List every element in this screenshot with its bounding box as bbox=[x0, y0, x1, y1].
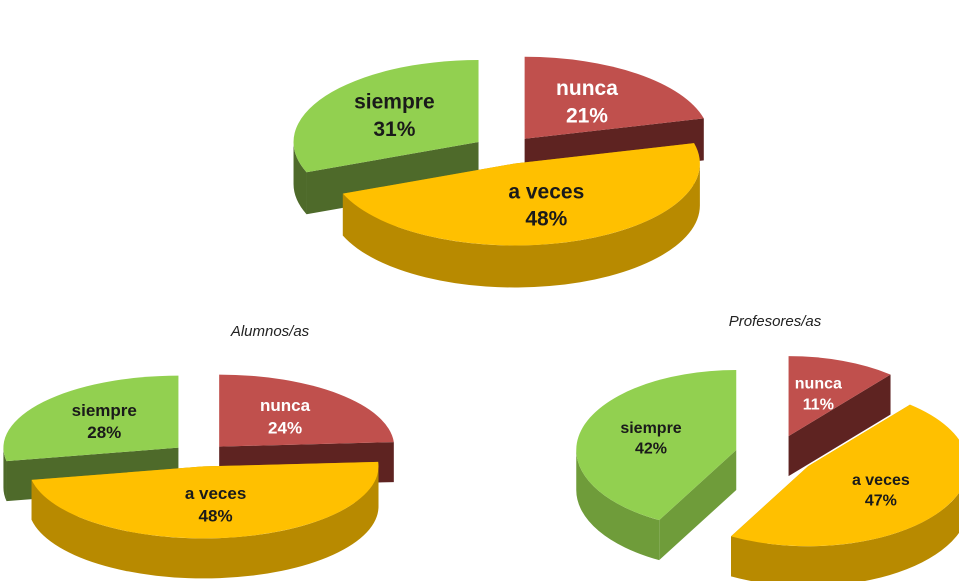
data-label-value: 24% bbox=[268, 418, 302, 437]
data-label-value: 11% bbox=[803, 396, 834, 413]
slice-top bbox=[3, 375, 179, 462]
slice-top bbox=[293, 60, 479, 173]
pie-slice bbox=[342, 143, 700, 288]
data-label-name: a veces bbox=[185, 484, 246, 503]
data-label-value: 47% bbox=[865, 493, 897, 510]
slice-side bbox=[576, 450, 660, 561]
slice-top bbox=[342, 143, 700, 246]
data-label-name: siempre bbox=[620, 420, 681, 437]
data-label-value: 31% bbox=[373, 118, 415, 141]
data-label-name: nunca bbox=[260, 396, 311, 415]
slice-top bbox=[788, 356, 891, 437]
data-label-value: 28% bbox=[87, 423, 121, 442]
slice-top bbox=[576, 370, 737, 521]
pie-slice bbox=[576, 370, 737, 561]
slice-side bbox=[342, 163, 700, 288]
slice-side bbox=[731, 492, 959, 581]
pie-slice bbox=[788, 356, 891, 477]
data-label-value: 48% bbox=[199, 506, 233, 525]
pie-slice bbox=[731, 404, 959, 581]
data-label-name: siempre bbox=[72, 401, 137, 420]
pie-slice bbox=[31, 461, 379, 579]
data-label-name: a veces bbox=[508, 180, 584, 203]
slice-side bbox=[293, 142, 307, 215]
slice-side bbox=[31, 466, 379, 579]
chart-title: Profesores/as bbox=[729, 313, 822, 330]
data-label-name: siempre bbox=[354, 91, 435, 114]
data-label-name: nunca bbox=[556, 77, 618, 100]
slice-top bbox=[219, 374, 394, 447]
slice-top bbox=[524, 56, 704, 139]
slice-wall bbox=[659, 450, 737, 561]
chart-title: Alumnos/as bbox=[230, 323, 310, 340]
data-label-name: nunca bbox=[795, 376, 842, 393]
data-label-value: 42% bbox=[635, 441, 667, 458]
slice-top bbox=[731, 404, 959, 547]
slice-side bbox=[3, 447, 7, 502]
data-label-value: 21% bbox=[566, 104, 608, 127]
data-label-name: a veces bbox=[852, 472, 910, 489]
data-label-value: 48% bbox=[525, 208, 567, 231]
slice-wall bbox=[788, 374, 891, 477]
slice-top bbox=[31, 461, 379, 539]
